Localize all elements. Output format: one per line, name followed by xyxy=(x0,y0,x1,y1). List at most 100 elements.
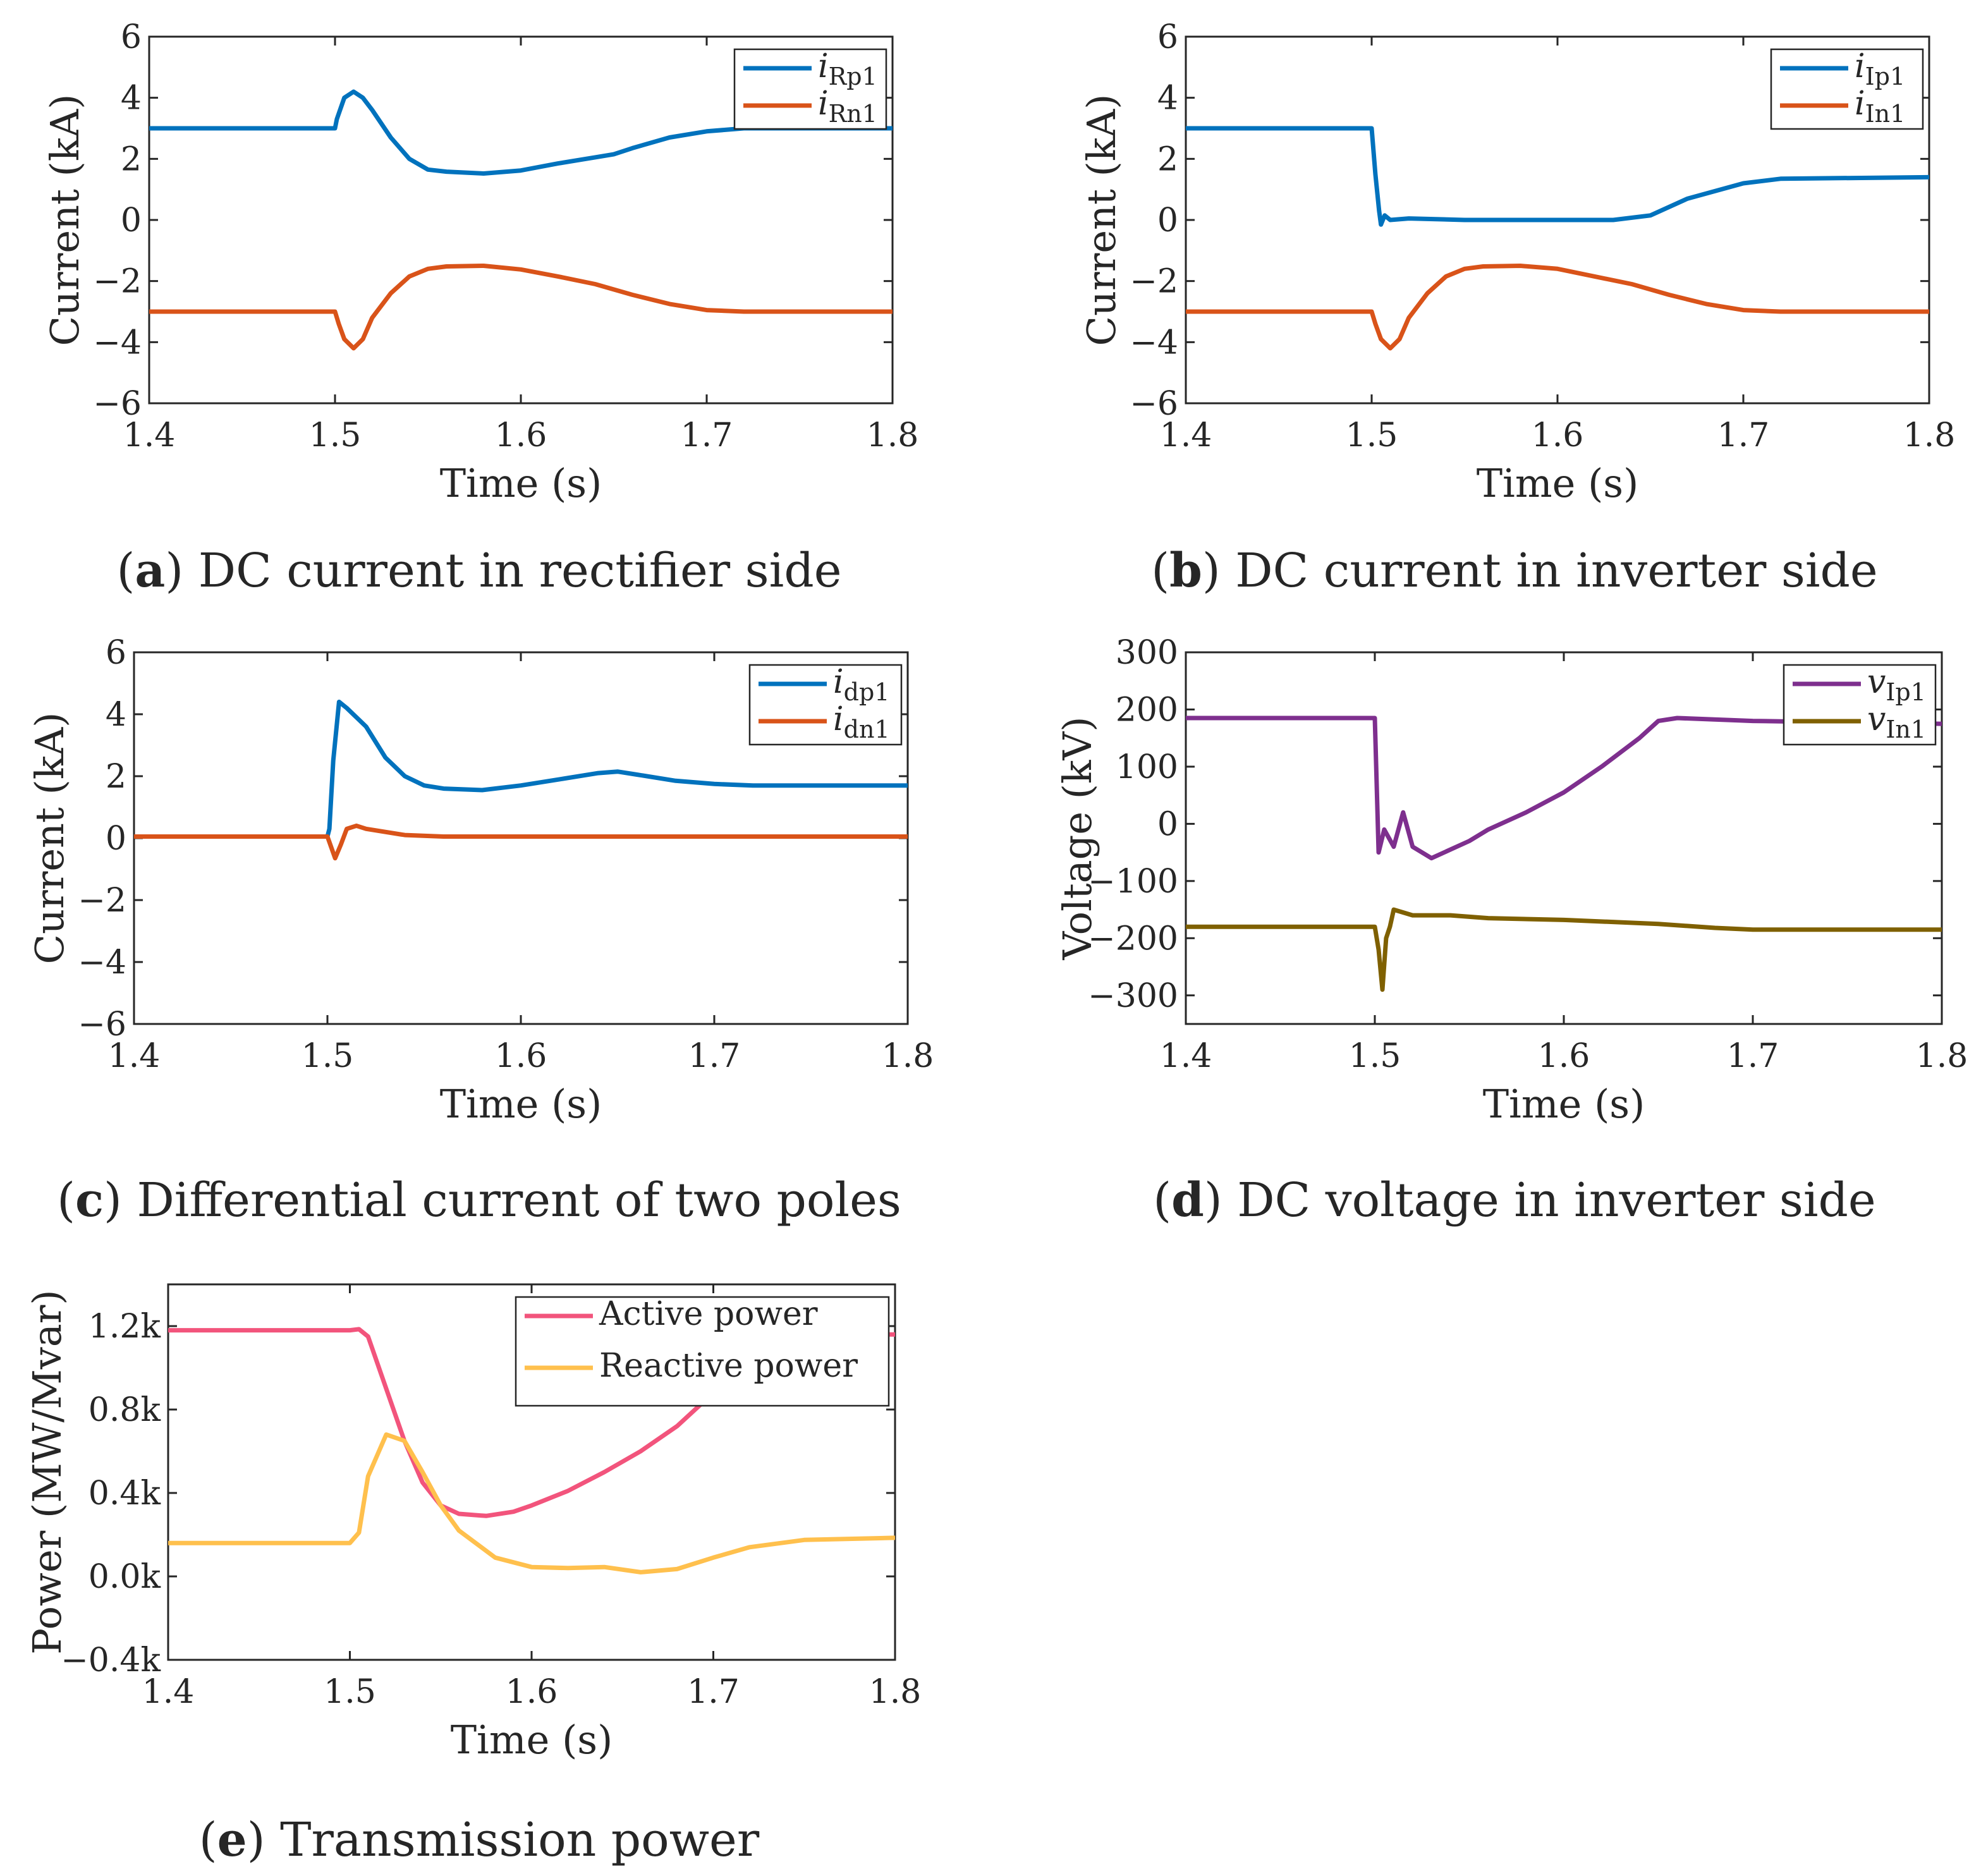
y-tick-label: 4 xyxy=(1157,80,1178,118)
caption-text: Transmission power xyxy=(280,1813,760,1867)
caption-open-paren: ( xyxy=(57,1173,75,1227)
x-tick-label: 1.7 xyxy=(681,417,733,454)
x-tick-label: 1.4 xyxy=(1160,417,1212,454)
x-tick-label: 1.5 xyxy=(1346,417,1398,454)
y-tick-label: 2 xyxy=(121,140,142,178)
subplot-b: 1.4 1.5 1.6 1.7 1.8 −6 −4 −2 0 2 4 6 Time (s) Current… xyxy=(1078,18,1955,598)
subplot-caption: (e) Transmission power xyxy=(199,1813,760,1867)
y-tick-label: 2 xyxy=(1157,140,1178,178)
x-tick-label: 1.6 xyxy=(1532,417,1584,454)
y-axis-label: Current (kA) xyxy=(1078,94,1125,346)
legend-box xyxy=(733,48,887,130)
y-axis-label: Current (kA) xyxy=(42,94,88,346)
caption-open-paren: ( xyxy=(199,1813,217,1867)
x-tick-label: 1.8 xyxy=(1903,417,1956,454)
x-tick-label: 1.5 xyxy=(1349,1037,1401,1075)
y-tick-label: −6 xyxy=(1130,385,1178,423)
y-tick-label: −200 xyxy=(1088,920,1178,958)
caption-close-paren: ) xyxy=(247,1813,280,1867)
legend-entry: vIn1 xyxy=(1867,700,1926,743)
y-tick-label: −4 xyxy=(93,324,142,362)
y-tick-label: 300 xyxy=(1116,634,1178,672)
legend-box xyxy=(748,664,903,746)
series-line-i_rp1 xyxy=(149,89,893,176)
x-tick-label: 1.5 xyxy=(309,417,362,454)
legend-entry: idp1 xyxy=(833,663,889,706)
caption-open-paren: ( xyxy=(1151,544,1169,598)
y-tick-label: −2 xyxy=(78,882,126,920)
y-tick-label: 0.0k xyxy=(88,1558,161,1596)
legend-entry-main: Active power xyxy=(599,1295,818,1333)
legend-entry-sub: In1 xyxy=(1865,100,1906,128)
legend-entry-main: i xyxy=(818,47,829,85)
y-tick-label: −4 xyxy=(1130,324,1178,362)
y-tick-label: 0 xyxy=(121,202,142,240)
subplot-caption: (a) DC current in rectifier side xyxy=(117,544,842,598)
x-tick-label: 1.4 xyxy=(123,417,176,454)
x-axis-label: Time (s) xyxy=(440,1081,602,1127)
y-tick-label: 4 xyxy=(121,80,142,118)
y-tick-label: 0 xyxy=(1157,202,1178,240)
legend-entry-main: i xyxy=(1855,85,1865,123)
x-tick-label: 1.4 xyxy=(142,1673,195,1711)
x-tick-label: 1.6 xyxy=(1538,1037,1590,1075)
x-tick-label: 1.8 xyxy=(1916,1037,1968,1075)
caption-label: b xyxy=(1169,544,1202,598)
x-tick-label: 1.5 xyxy=(302,1037,354,1075)
caption-close-paren: ) xyxy=(1202,544,1235,598)
y-tick-label: −6 xyxy=(78,1006,126,1044)
legend-entry-sub: dn1 xyxy=(844,716,890,743)
x-tick-label: 1.6 xyxy=(506,1673,558,1711)
series-line-i_rn1 xyxy=(149,264,893,351)
subplot-caption: (c) Differential current of two poles xyxy=(57,1173,901,1227)
y-tick-label: 6 xyxy=(1157,18,1178,56)
caption-close-paren: ) xyxy=(165,544,198,598)
legend-entry-sub: Ip1 xyxy=(1886,678,1926,706)
y-tick-label: 0.4k xyxy=(88,1475,161,1513)
caption-label: a xyxy=(135,544,165,598)
legend-entry-main: i xyxy=(818,85,829,123)
subplot-e: 1.4 1.5 1.6 1.7 1.8 −0.4k 0.0k 0.4k 0.8k 1.2k Time… xyxy=(24,1283,921,1867)
caption-text: DC current in inverter side xyxy=(1235,544,1877,598)
x-tick-label: 1.7 xyxy=(688,1037,741,1075)
y-tick-label: 0 xyxy=(106,820,126,858)
y-axis-label: Voltage (kV) xyxy=(1054,717,1100,961)
legend-entry: idn1 xyxy=(833,700,890,743)
legend-entry-main: v xyxy=(1867,700,1886,738)
legend-entry-sub: Ip1 xyxy=(1865,63,1906,90)
legend-entry: vIp1 xyxy=(1867,663,1926,706)
legend-entry-main: i xyxy=(1855,47,1865,85)
x-tick-label: 1.6 xyxy=(495,417,547,454)
y-tick-label: 0 xyxy=(1157,805,1178,843)
y-tick-label: 2 xyxy=(106,758,126,796)
y-tick-label: −4 xyxy=(78,944,126,982)
series-line-i_dp1 xyxy=(134,699,908,839)
caption-text: DC current in rectifier side xyxy=(198,544,842,598)
x-tick-label: 1.4 xyxy=(108,1037,161,1075)
y-tick-label: 100 xyxy=(1116,748,1178,786)
y-tick-label: 6 xyxy=(121,18,142,56)
legend-entry-main: i xyxy=(833,700,844,738)
y-tick-label: −300 xyxy=(1088,977,1178,1015)
y-tick-label: −0.4k xyxy=(61,1642,161,1679)
legend-entry-sub: dp1 xyxy=(844,678,890,706)
series-line-v_ip1 xyxy=(1186,716,1942,861)
subplot-d: 1.4 1.5 1.6 1.7 1.8 −300 −200 −100 0 100 200 300 Tim… xyxy=(1054,634,1968,1227)
y-tick-label: −6 xyxy=(93,385,142,423)
x-tick-label: 1.5 xyxy=(324,1673,376,1711)
legend-entry: Active power xyxy=(599,1295,818,1333)
legend-entry: iIp1 xyxy=(1855,47,1905,90)
y-tick-label: −2 xyxy=(93,263,142,301)
legend-entry: iRp1 xyxy=(818,47,877,90)
x-tick-label: 1.8 xyxy=(882,1037,934,1075)
caption-text: Differential current of two poles xyxy=(137,1173,901,1227)
caption-close-paren: ) xyxy=(104,1173,137,1227)
legend-entry-main: Reactive power xyxy=(599,1347,858,1385)
y-tick-label: −100 xyxy=(1088,863,1178,901)
subplot-a: 1.4 1.5 1.6 1.7 1.8 −6 −4 −2 0 2 4 6 Time (s) Current… xyxy=(42,18,918,598)
y-tick-label: 4 xyxy=(106,696,126,734)
y-tick-label: 1.2k xyxy=(88,1308,161,1346)
caption-label: d xyxy=(1171,1173,1204,1227)
legend-entry: iRn1 xyxy=(818,85,877,128)
subplot-c: 1.4 1.5 1.6 1.7 1.8 −6 −4 −2 0 2 4 6 Time (s) Current… xyxy=(27,634,934,1227)
